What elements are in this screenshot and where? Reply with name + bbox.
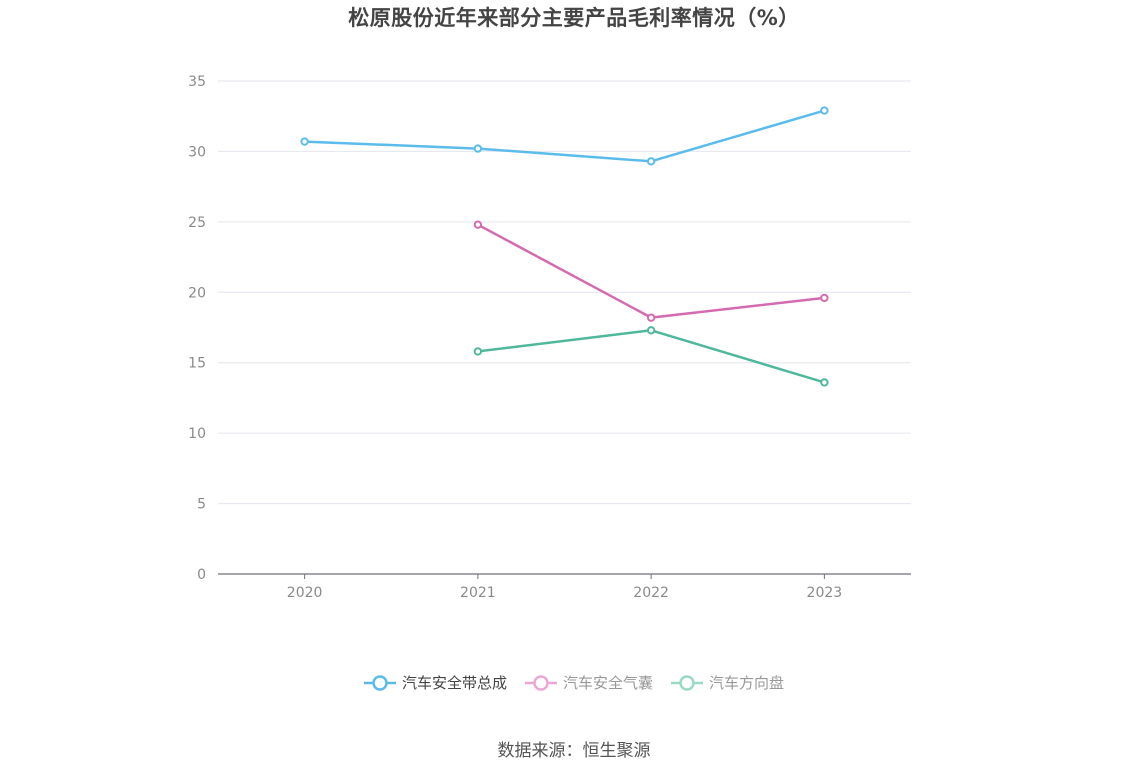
chart-title: 松原股份近年来部分主要产品毛利率情况（%） <box>348 6 800 30</box>
y-tick-label-10: 10 <box>188 426 206 442</box>
y-tick-label-25: 25 <box>188 215 206 231</box>
line-chart: 0 5 10 15 20 25 30 35 2020 2021 2022 2023 <box>188 74 911 601</box>
legend-item-seatbelt[interactable]: 汽车安全带总成 <box>363 672 507 693</box>
series-line-0 <box>303 109 826 163</box>
legend-label-seatbelt: 汽车安全带总成 <box>401 674 507 692</box>
x-tick-label-2021: 2021 <box>460 585 496 601</box>
data-point-1-2021 <box>473 220 483 229</box>
series-line-1 <box>476 223 826 319</box>
y-tick-label-0: 0 <box>197 567 206 583</box>
data-point-2-2021 <box>473 347 483 356</box>
x-tick-label-2020: 2020 <box>287 585 323 601</box>
y-tick-label-20: 20 <box>188 285 206 301</box>
x-tick-label-2023: 2023 <box>807 585 843 601</box>
legend-airbag-icon <box>524 674 557 691</box>
y-tick-label-35: 35 <box>188 74 206 90</box>
x-tick-label-2022: 2022 <box>633 585 669 601</box>
chart-legend: 汽车安全带总成 汽车安全气囊 汽车方向盘 <box>0 672 1148 693</box>
data-point-1-2023 <box>820 293 829 303</box>
data-point-0-2020 <box>300 137 309 146</box>
legend-steering-wheel-icon <box>671 674 703 691</box>
data-point-1-2022 <box>646 313 656 322</box>
data-point-0-2022 <box>646 157 656 166</box>
y-tick-label-15: 15 <box>188 356 206 372</box>
data-point-2-2023 <box>820 378 829 387</box>
y-tick-label-5: 5 <box>197 497 206 513</box>
legend-item-steering-wheel[interactable]: 汽车方向盘 <box>671 672 784 693</box>
y-tick-label-30: 30 <box>188 144 206 160</box>
data-point-0-2023 <box>820 106 829 115</box>
legend-label-airbag: 汽车安全气囊 <box>562 674 653 692</box>
data-point-2-2022 <box>646 326 656 335</box>
legend-seatbelt-icon <box>363 674 396 691</box>
legend-label-steering-wheel: 汽车方向盘 <box>709 674 785 692</box>
data-point-0-2021 <box>473 144 483 153</box>
data-source: 数据来源：恒生聚源 <box>497 741 651 761</box>
legend-item-airbag[interactable]: 汽车安全气囊 <box>524 672 653 693</box>
series-line-2 <box>476 329 826 384</box>
